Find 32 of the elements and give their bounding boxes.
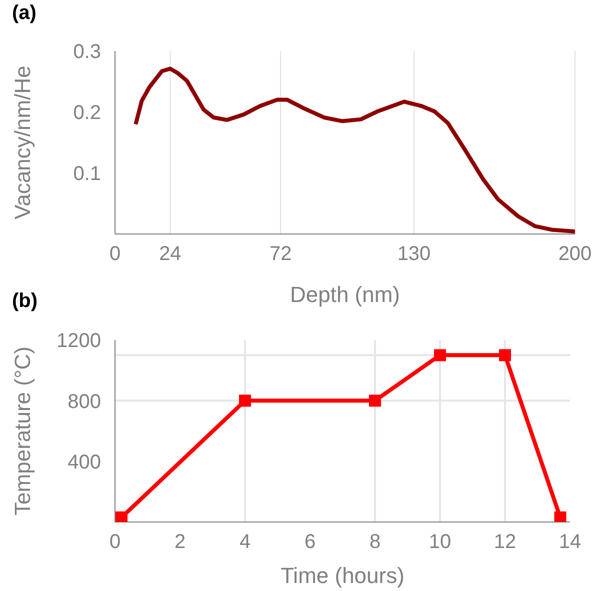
point: [369, 394, 381, 407]
point: [499, 349, 511, 362]
line-series: [134, 66, 575, 234]
x-tick-label: 200: [558, 243, 592, 266]
y-axis-title: Vacancy/nm/He: [10, 66, 35, 220]
x-tick-label: 2: [174, 531, 186, 554]
x-tick-label: 0: [109, 531, 121, 554]
x-tick-label: 24: [159, 243, 182, 266]
x-tick-label: 12: [494, 531, 516, 554]
y-tick-label: 0.3: [73, 41, 101, 64]
point: [554, 511, 566, 522]
x-tick-label: 0: [109, 243, 121, 266]
x-tick-label: 72: [269, 243, 292, 266]
x-tick-label: 6: [304, 531, 316, 554]
x-tick-label: 8: [369, 531, 381, 554]
point: [116, 511, 128, 522]
x-axis-title: Time (hours): [280, 563, 404, 588]
x-tick-label: 130: [397, 243, 431, 266]
point: [239, 394, 251, 407]
y-tick-label: 400: [68, 451, 101, 474]
y-tick-label: 800: [68, 390, 101, 413]
chart-title: (b): [12, 290, 38, 313]
x-tick-label: 10: [428, 531, 452, 554]
chart-title: (a): [12, 2, 36, 25]
x-tick-label: 14: [558, 531, 582, 554]
point: [434, 349, 446, 362]
y-tick-label: 0.1: [73, 163, 101, 186]
y-tick-label: 1200: [56, 330, 101, 352]
x-tick-label: 4: [239, 531, 251, 554]
x-axis-title: Depth (nm): [290, 282, 400, 307]
y-tick-label: 0.2: [73, 102, 101, 124]
y-axis-title: Temperature (°C): [10, 346, 35, 516]
